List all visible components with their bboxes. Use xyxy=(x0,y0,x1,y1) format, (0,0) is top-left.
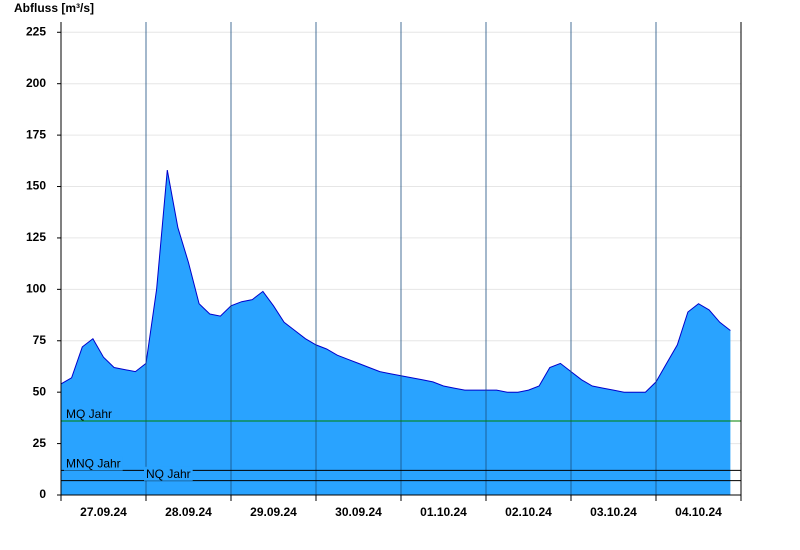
y-tick-label: 50 xyxy=(33,384,47,398)
y-tick-label: 150 xyxy=(26,179,46,193)
y-tick-label: 175 xyxy=(26,127,46,141)
y-tick-label: 75 xyxy=(33,333,47,347)
x-tick-label: 01.10.24 xyxy=(420,505,467,519)
x-tick-label: 02.10.24 xyxy=(505,505,552,519)
reference-label-bg xyxy=(144,466,193,481)
y-tick-label: 25 xyxy=(33,436,47,450)
reference-label: MQ Jahr xyxy=(66,407,112,421)
y-tick-label: 200 xyxy=(26,76,46,90)
reference-label: MNQ Jahr xyxy=(66,456,121,470)
y-tick-label: 125 xyxy=(26,230,46,244)
x-tick-label: 28.09.24 xyxy=(165,505,212,519)
x-tick-label: 03.10.24 xyxy=(590,505,637,519)
area xyxy=(61,170,731,495)
chart-title: Abfluss [m³/s] xyxy=(14,1,94,15)
x-tick-label: 29.09.24 xyxy=(250,505,297,519)
x-tick-label: 04.10.24 xyxy=(675,505,722,519)
area-line xyxy=(60,170,731,393)
y-tick-label: 100 xyxy=(26,282,46,296)
y-tick-label: 0 xyxy=(39,487,46,501)
y-tick-label: 225 xyxy=(26,24,46,38)
reference-label-bg xyxy=(64,456,123,471)
x-tick-label: 30.09.24 xyxy=(335,505,382,519)
reference-label: NQ Jahr xyxy=(146,467,191,481)
x-tick-label: 27.09.24 xyxy=(80,505,127,519)
